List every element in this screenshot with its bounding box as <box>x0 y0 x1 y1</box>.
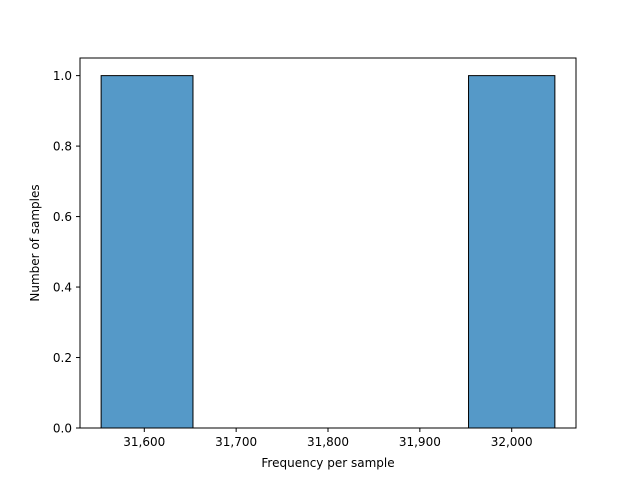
x-tick-label: 32,000 <box>491 435 533 449</box>
histogram-bar-0 <box>100 75 194 429</box>
histogram-bar-4 <box>468 75 556 429</box>
x-tick-label: 31,700 <box>215 435 257 449</box>
y-tick-label: 0.8 <box>53 140 72 154</box>
y-tick-label: 1.0 <box>53 69 72 83</box>
x-tick-label: 31,600 <box>123 435 165 449</box>
x-tick-label: 31,800 <box>307 435 349 449</box>
x-axis-label: Frequency per sample <box>261 456 394 470</box>
y-axis-label: Number of samples <box>28 184 42 301</box>
x-axis-ticks: 31,600 31,700 31,800 31,900 32,000 <box>123 428 533 449</box>
bars-layer <box>100 75 556 429</box>
x-tick-label: 31,900 <box>399 435 441 449</box>
y-axis-ticks: 0.0 0.2 0.4 0.6 0.8 1.0 <box>53 69 80 436</box>
y-tick-label: 0.2 <box>53 351 72 365</box>
y-tick-label: 0.4 <box>53 281 72 295</box>
y-tick-label: 0.6 <box>53 210 72 224</box>
y-tick-label: 0.0 <box>53 422 72 436</box>
